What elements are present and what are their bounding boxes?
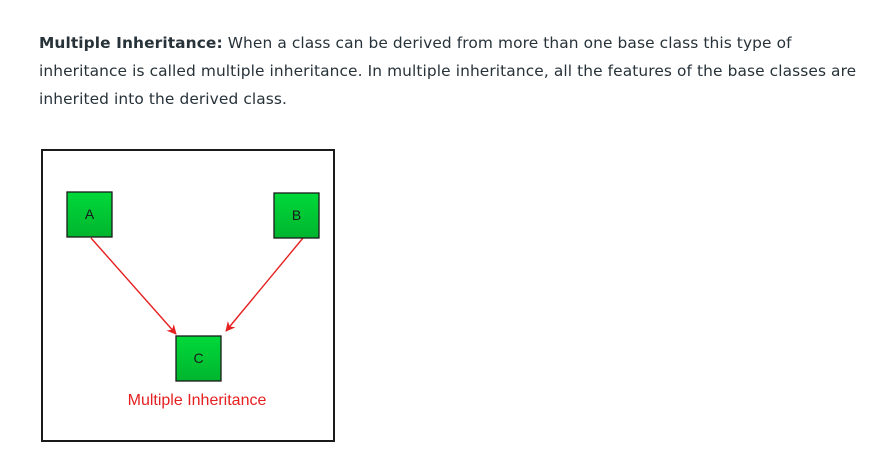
term-label: Multiple Inheritance:	[39, 34, 223, 52]
node-a: A	[66, 191, 113, 238]
node-b-label: B	[292, 207, 301, 223]
node-c: C	[175, 335, 222, 382]
description-text: When a class can be derived from more th…	[39, 34, 857, 108]
node-c-label: C	[193, 350, 203, 366]
description-paragraph: Multiple Inheritance: When a class can b…	[39, 29, 869, 113]
node-a-label: A	[85, 206, 95, 222]
diagram-caption: Multiple Inheritance	[128, 392, 267, 409]
inheritance-diagram: A B C Multiple Inheritance	[41, 149, 335, 442]
arrow-a-to-c	[90, 237, 177, 335]
arrow-b-to-c	[225, 237, 304, 332]
diagram-canvas: A B C Multiple Inheritance	[66, 191, 320, 409]
node-b: B	[273, 192, 320, 239]
